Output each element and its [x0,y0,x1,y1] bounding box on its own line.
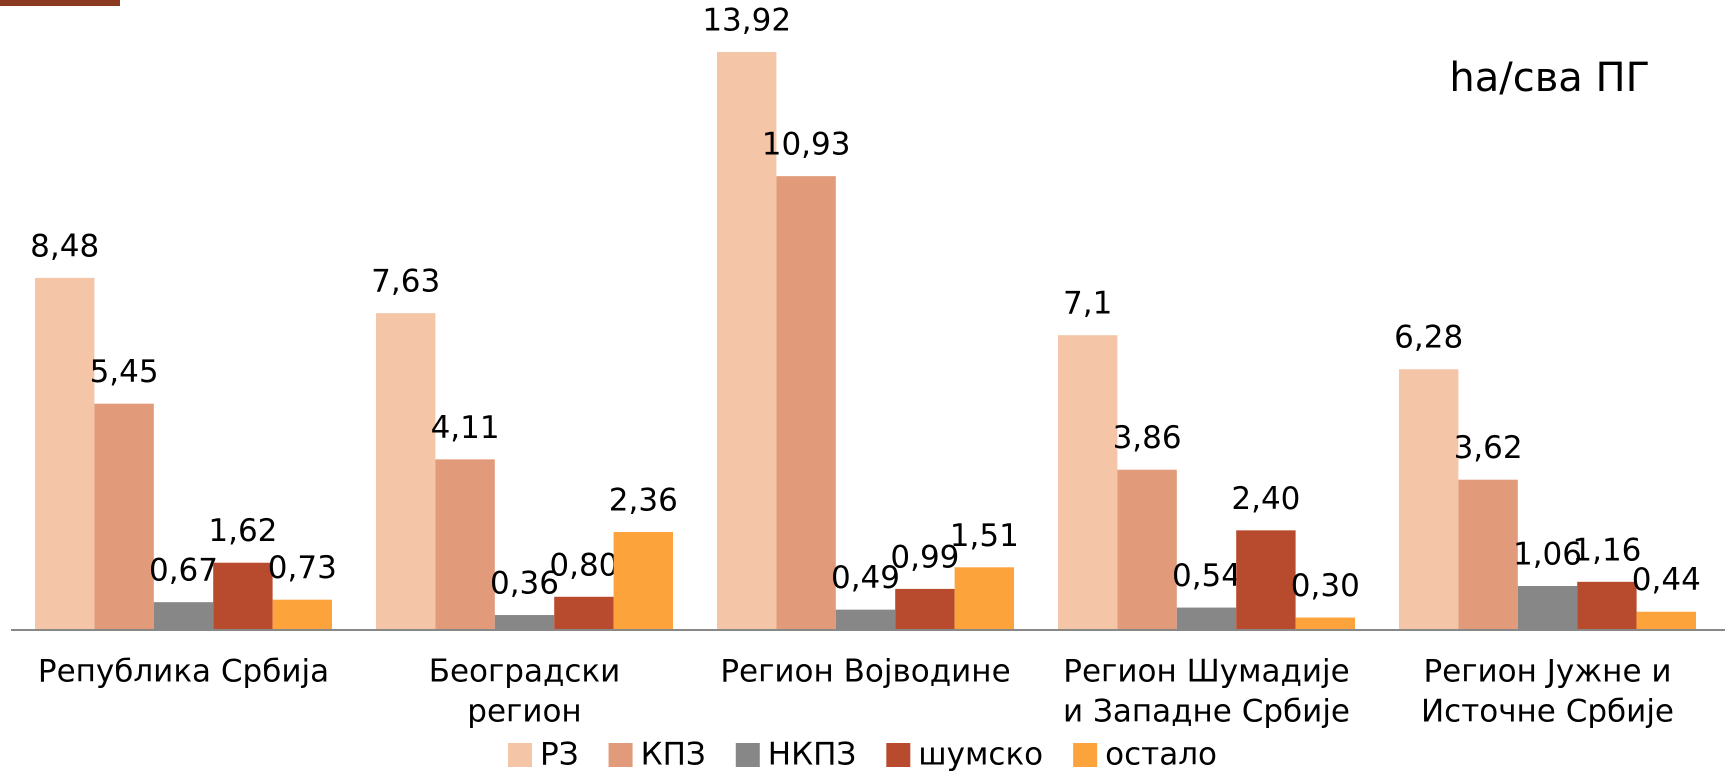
x-tick-label: Источне Србије [1421,694,1674,730]
data-label: 3,86 [1113,420,1182,456]
x-tick-label: Регион Војводине [720,654,1010,690]
data-label: 1,62 [208,513,277,549]
bar [1458,479,1518,630]
bar [1058,335,1118,630]
data-label: 0,67 [149,553,218,589]
data-label: 2,36 [609,483,678,519]
x-tick-label: Република Србија [38,654,329,690]
data-label: 6,28 [1394,320,1463,356]
bar [776,176,836,630]
bar [376,313,436,630]
bar [1577,581,1637,630]
legend-label: шумско [918,737,1043,772]
bar [35,277,95,630]
bar [1117,469,1177,630]
data-label: 7,63 [371,264,440,300]
bar [435,459,495,630]
legend-label: РЗ [540,737,579,772]
bar [717,52,777,630]
data-label: 0,80 [549,547,618,583]
x-tick-label: регион [467,694,581,730]
data-label: 0,44 [1632,562,1701,598]
data-label: 1,16 [1572,532,1641,568]
bar [272,599,332,630]
legend-swatch [508,743,532,767]
bar [1176,607,1237,630]
unit-label: ha/сва ПГ [1449,55,1650,101]
data-label: 0,73 [268,550,337,586]
bar [554,596,614,630]
legend-label: КПЗ [641,737,706,772]
legend-swatch [608,743,633,767]
data-label: 7,1 [1063,286,1112,322]
legend-label: остало [1105,737,1217,772]
bar [494,615,555,630]
legend-label: НКПЗ [768,737,857,772]
bar [94,403,154,630]
bar [954,567,1014,630]
bar [1236,530,1296,630]
header-accent [0,0,120,6]
x-tick-label: Регион Шумадије [1063,654,1349,690]
data-label: 3,62 [1454,430,1523,466]
bar [835,609,896,630]
x-tick-label: Регион Јужне и [1423,654,1671,690]
data-label: 2,40 [1231,481,1300,517]
data-label: 8,48 [30,228,99,264]
data-label: 5,45 [90,354,159,390]
legend-swatch [886,743,911,767]
data-label: 0,54 [1172,558,1241,594]
data-label: 4,11 [431,410,500,446]
bar [1636,611,1696,630]
data-label: 0,36 [490,566,559,602]
bar [1517,585,1578,630]
bar [213,562,273,630]
bar [153,602,214,630]
legend-swatch [735,743,760,767]
data-label: 1,51 [950,518,1019,554]
legend-swatch [1073,743,1098,767]
x-tick-label: Београдски [429,654,621,690]
bar [1399,369,1459,630]
data-label: 1,06 [1513,536,1582,572]
data-label: 10,93 [762,127,851,163]
data-label: 13,92 [702,3,791,39]
data-label: 0,49 [831,560,900,596]
x-tick-label: и Западне Србије [1063,694,1350,730]
data-label: 0,30 [1291,568,1360,604]
data-label: 0,99 [890,539,959,575]
bar [613,532,673,630]
bar [895,588,955,630]
bar [1295,617,1355,630]
